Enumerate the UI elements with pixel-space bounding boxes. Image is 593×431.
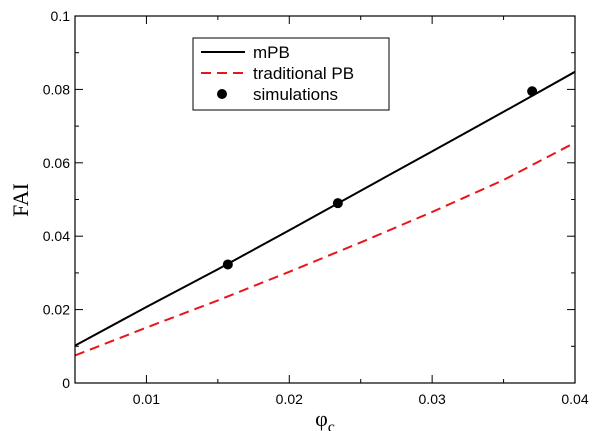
y-tick-label: 0.1 — [51, 8, 71, 24]
x-tick-label: 0.03 — [419, 391, 446, 407]
ticks-layer: 0.01 0.02 0.03 0.04 0 0.02 0.04 0.06 0.08 0.1 — [43, 8, 589, 407]
simulation-point — [222, 259, 233, 270]
legend-label: traditional PB — [253, 64, 354, 83]
simulation-point — [527, 86, 538, 97]
y-axis-title: FAI — [8, 183, 33, 217]
y-tick-label: 0.08 — [43, 81, 70, 97]
legend: mPB traditional PB simulations — [192, 37, 390, 111]
x-axis-title: φc — [315, 406, 335, 431]
x-tick-label: 0.04 — [561, 391, 588, 407]
traditional-pb-line — [75, 141, 575, 357]
y-tick-label: 0.02 — [43, 302, 70, 318]
simulation-point — [332, 198, 343, 209]
series-layer — [75, 70, 575, 357]
y-tick-label: 0.06 — [43, 155, 70, 171]
mpb-line — [75, 70, 575, 347]
legend-label: mPB — [253, 43, 290, 62]
legend-swatch — [217, 89, 227, 99]
y-tick-label: 0.04 — [43, 228, 70, 244]
legend-label: simulations — [253, 85, 338, 104]
x-axis-title-sub: c — [328, 419, 335, 431]
y-tick-label: 0 — [62, 375, 70, 391]
x-tick-label: 0.02 — [276, 391, 303, 407]
x-axis-title-main: φ — [315, 406, 328, 431]
x-tick-label: 0.01 — [133, 391, 160, 407]
